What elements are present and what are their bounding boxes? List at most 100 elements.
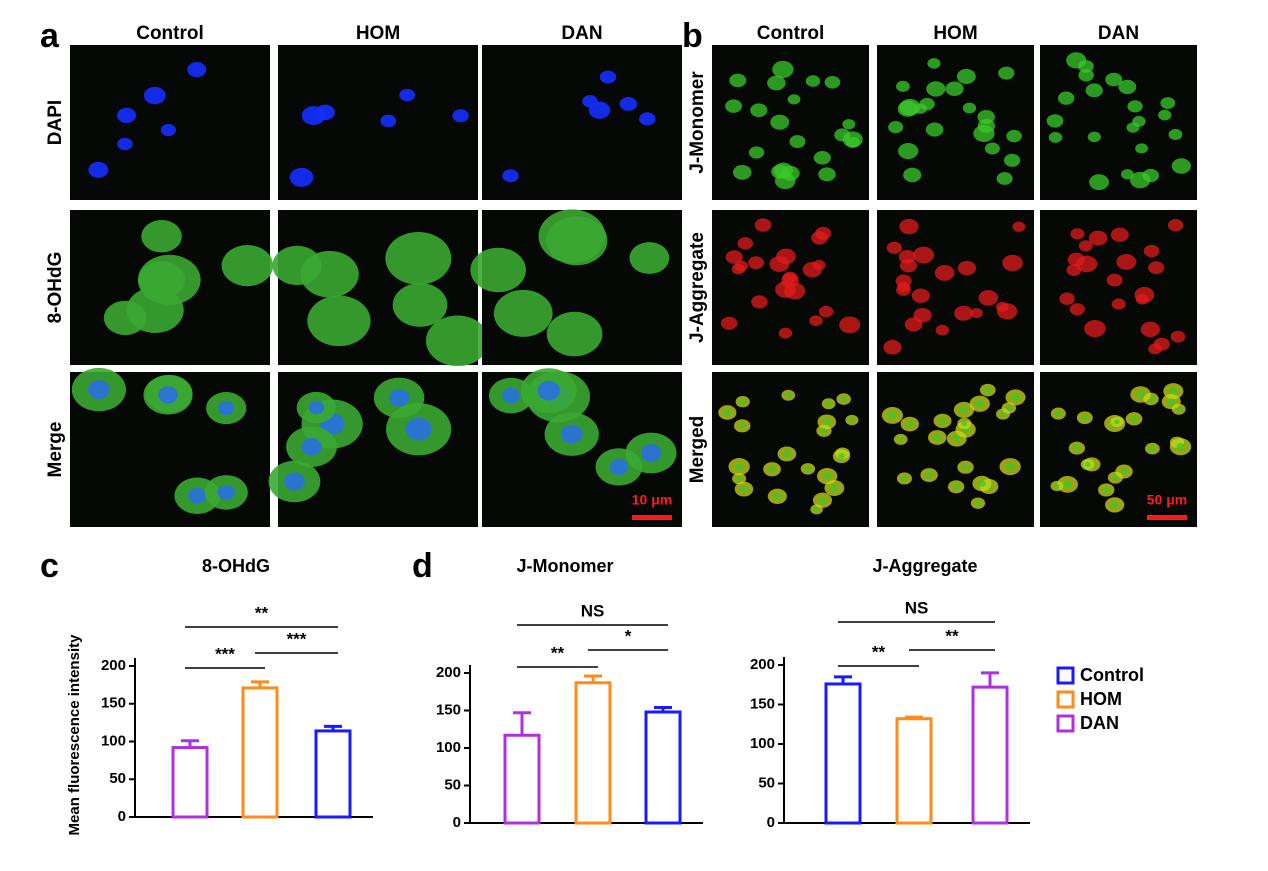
cell [143, 86, 166, 105]
cell [1120, 468, 1128, 475]
cell [1111, 298, 1126, 310]
significance-label: ** [872, 642, 886, 661]
cell [1085, 83, 1103, 98]
cell [1112, 475, 1119, 481]
cell [158, 386, 178, 404]
cell [116, 107, 137, 124]
cell [1135, 294, 1149, 305]
cell [899, 98, 921, 116]
cell [961, 421, 968, 426]
cell [720, 316, 738, 330]
cell [188, 487, 207, 504]
cell [975, 500, 981, 506]
cell [1054, 483, 1060, 489]
cell [911, 288, 930, 303]
cell [787, 94, 801, 105]
cell [899, 258, 918, 273]
cell [452, 109, 469, 123]
scale-bar [632, 515, 672, 520]
bar [824, 682, 862, 825]
cell [734, 462, 744, 471]
cell [141, 220, 182, 253]
cell [138, 261, 185, 299]
significance-label: *** [287, 629, 307, 648]
cell [984, 387, 991, 393]
cell [1167, 219, 1184, 232]
cell [1149, 446, 1156, 452]
cell [1081, 415, 1088, 421]
cell [1005, 462, 1015, 471]
bar [971, 685, 1009, 825]
cell [898, 142, 919, 160]
column-header: Control [136, 23, 204, 44]
cell [405, 417, 432, 441]
cell [117, 137, 133, 151]
cell [1069, 303, 1085, 316]
cell [619, 96, 638, 111]
cell [609, 458, 629, 476]
significance-label: * [625, 626, 632, 645]
significance-label: NS [581, 601, 605, 620]
bar [171, 746, 209, 819]
cell [901, 475, 908, 482]
cell [729, 73, 747, 88]
cell [998, 66, 1015, 80]
cell [1006, 129, 1022, 143]
cell [629, 242, 670, 275]
cell [1011, 393, 1020, 401]
significance-label: NS [905, 598, 929, 617]
cell [778, 327, 793, 339]
cell [978, 290, 999, 306]
cell [732, 164, 752, 180]
cell [599, 70, 617, 84]
cell [1158, 109, 1172, 121]
y-tick-label: 50 [758, 774, 775, 791]
cell [1130, 415, 1138, 422]
bar [895, 717, 933, 825]
cell [888, 121, 904, 134]
cell [1105, 72, 1123, 87]
cell [751, 295, 768, 309]
cell [814, 507, 820, 512]
cell [385, 231, 452, 285]
chart-title: J-Monomer [516, 556, 613, 576]
cell [984, 142, 1000, 155]
cell [959, 406, 968, 414]
cell [962, 464, 969, 471]
scale-bar [1147, 515, 1187, 520]
cell [1118, 79, 1137, 95]
cell [392, 283, 448, 327]
y-tick-label: 50 [109, 770, 126, 787]
cell [502, 169, 519, 183]
significance-label: *** [215, 644, 235, 663]
significance-label: ** [551, 643, 565, 662]
cell [1114, 419, 1120, 425]
cell [970, 307, 983, 319]
bar [314, 729, 352, 819]
cell [781, 273, 799, 288]
cell [1066, 52, 1087, 69]
micrograph [1040, 45, 1197, 200]
y-tick-label: 200 [436, 664, 461, 681]
cell [896, 80, 910, 92]
row-label: J-Monomer [687, 71, 708, 174]
cell [938, 417, 947, 424]
y-tick-label: 100 [101, 732, 126, 749]
cell [805, 466, 811, 472]
bar [644, 710, 682, 825]
cell [1073, 445, 1081, 451]
y-tick-label: 0 [767, 814, 775, 831]
cell [725, 250, 743, 264]
legend-swatch [1056, 714, 1075, 733]
cell [1087, 131, 1101, 143]
cell [952, 435, 961, 443]
y-tick-label: 150 [101, 695, 126, 712]
cell [221, 245, 274, 287]
panel-label: b [682, 17, 703, 55]
bar [503, 733, 541, 825]
cell [300, 250, 359, 298]
scale-bar-label: 50 μm [1147, 492, 1187, 508]
cell [1106, 273, 1123, 287]
cell [925, 472, 933, 479]
row-label: J-Aggregate [687, 232, 708, 343]
